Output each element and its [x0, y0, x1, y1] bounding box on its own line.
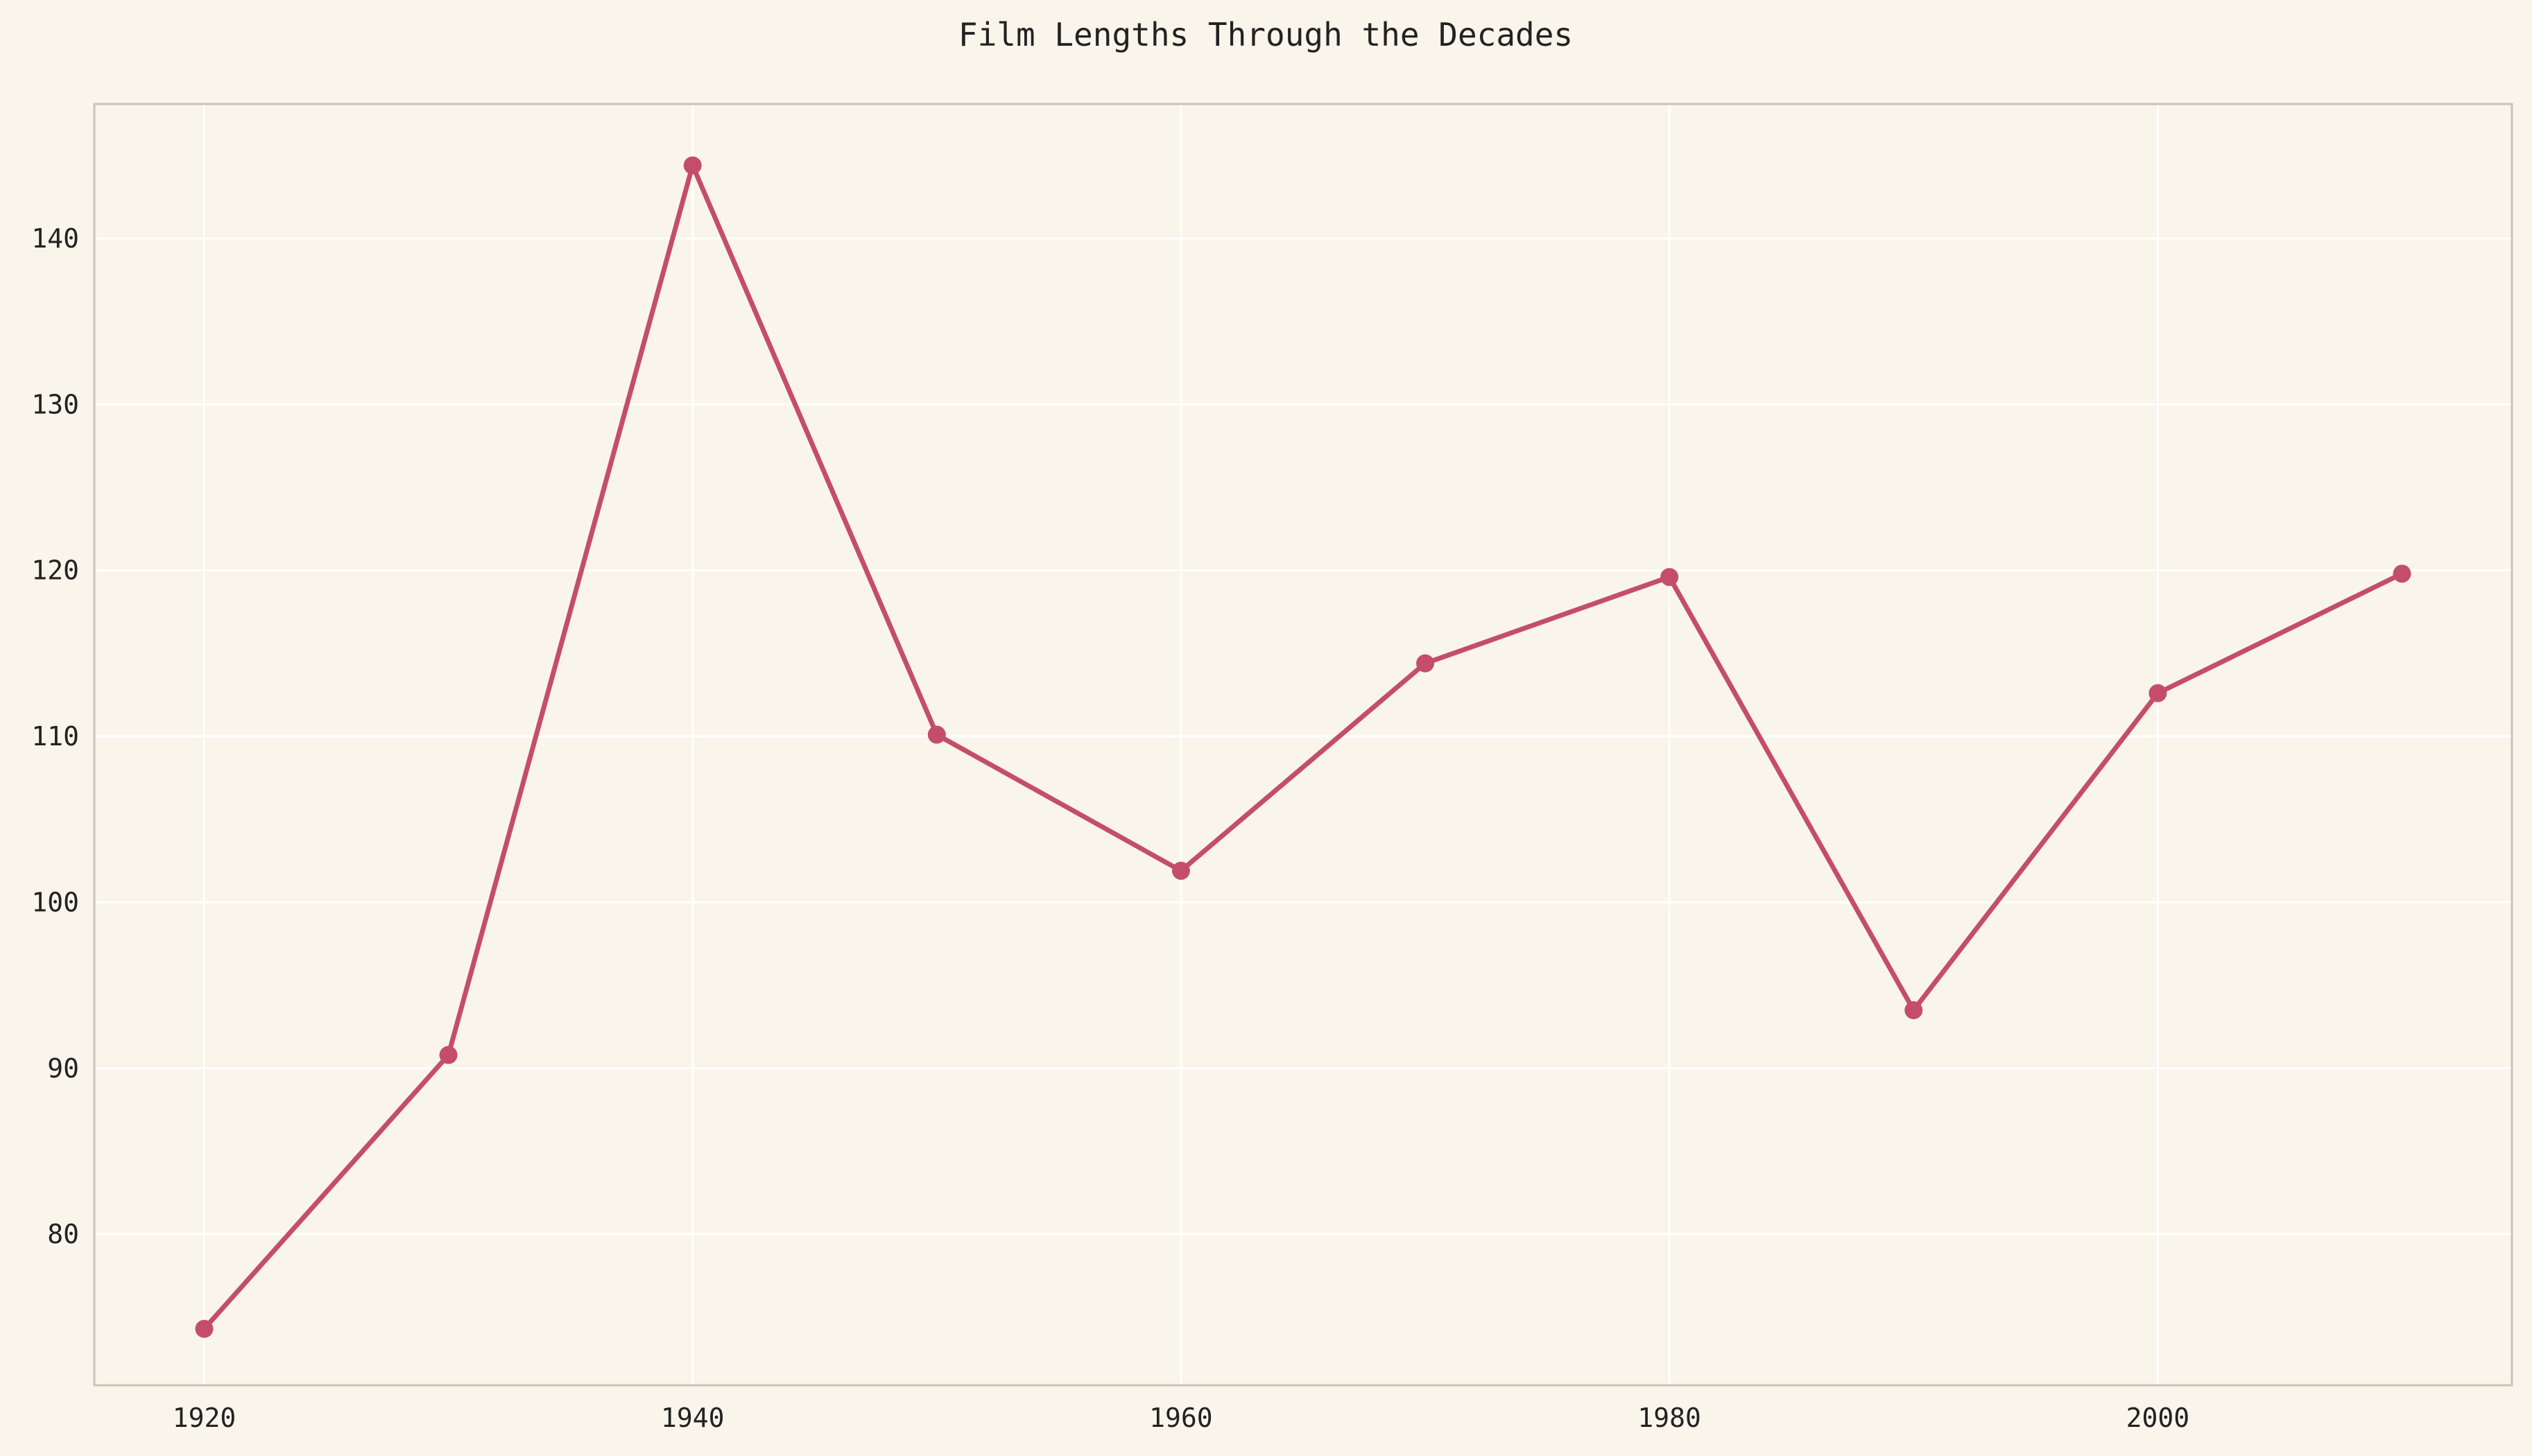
y-tick-label: 140: [31, 223, 79, 254]
y-axis-ticks: 80 90 100 110 120 130 140: [31, 223, 79, 1249]
series: [195, 156, 2411, 1338]
data-point: [1660, 568, 1679, 587]
grid-lines: [94, 104, 2512, 1385]
chart-title: Film Lengths Through the Decades: [958, 16, 1573, 53]
y-tick-label: 120: [31, 555, 79, 586]
y-tick-label: 80: [47, 1219, 79, 1249]
x-tick-label: 1960: [1149, 1403, 1213, 1433]
y-tick-label: 90: [47, 1053, 79, 1084]
data-point: [927, 725, 946, 744]
y-tick-label: 100: [31, 887, 79, 917]
data-point: [2393, 564, 2411, 583]
plot-frame: [93, 103, 2513, 1387]
data-point: [439, 1046, 458, 1064]
data-point: [683, 156, 702, 175]
data-point: [1416, 654, 1435, 673]
x-tick-label: 1940: [661, 1403, 725, 1433]
x-tick-label: 1920: [173, 1403, 236, 1433]
series-line: [201, 163, 2405, 1332]
data-point: [1904, 1001, 1923, 1020]
x-tick-label: 2000: [2126, 1403, 2190, 1433]
y-tick-label: 110: [31, 721, 79, 752]
y-tick-label: 130: [31, 389, 79, 419]
x-tick-label: 1980: [1637, 1403, 1701, 1433]
data-point: [195, 1319, 214, 1338]
x-axis-ticks: 1920 1940 1960 1980 2000: [173, 1403, 2189, 1433]
data-point: [1171, 861, 1190, 880]
data-point: [2148, 684, 2167, 702]
